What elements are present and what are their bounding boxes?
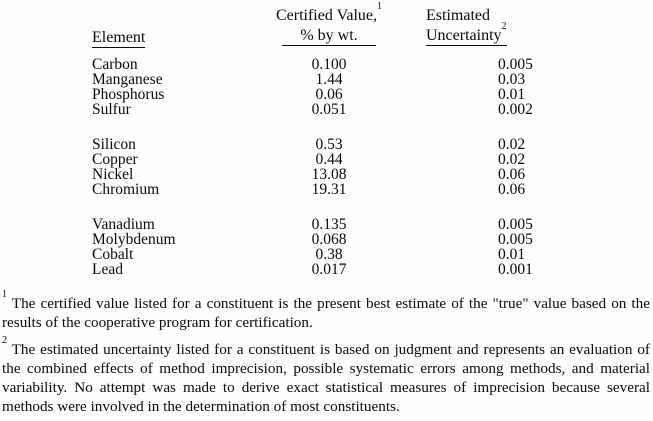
- footnote-1-marker: 1: [2, 288, 7, 300]
- footnote-1-text: The certified value listed for a constit…: [2, 295, 650, 331]
- table-header: Element Certified Value,1 % by wt. Estim…: [0, 0, 653, 48]
- table-row: Molybdenum 0.068 0.005: [0, 231, 653, 248]
- element-cell: Sulfur: [92, 101, 131, 118]
- table-row: Lead 0.017 0.001: [0, 261, 653, 278]
- uncertainty-cell: 0.002: [498, 101, 533, 118]
- certified-value-cell: 1.44: [315, 71, 343, 88]
- uncertainty-cell: 0.005: [498, 231, 533, 248]
- certified-value-cell: 0.100: [311, 56, 347, 73]
- table-row: Nickel 13.08 0.06: [0, 166, 653, 183]
- uncertainty-title: Estimated: [426, 7, 490, 24]
- uncertainty-word: Uncertainty: [426, 27, 502, 44]
- element-cell: Lead: [92, 261, 123, 278]
- certified-value-title: Certified Value,: [275, 7, 377, 24]
- table-row: Manganese 1.44 0.03: [0, 71, 653, 88]
- column-header-element: Element: [92, 6, 232, 48]
- element-cell: Copper: [92, 151, 138, 168]
- certified-value-cell: 0.135: [311, 216, 347, 233]
- element-cell: Cobalt: [92, 246, 134, 263]
- uncertainty-cell: 0.06: [498, 181, 526, 198]
- certified-value-cell: 0.017: [311, 261, 347, 278]
- element-column-label: Element: [92, 29, 146, 48]
- certified-value-cell: 13.08: [311, 166, 347, 183]
- uncertainty-cell: 0.02: [498, 136, 526, 153]
- footnote-2-text: The estimated uncertainty listed for a c…: [2, 341, 650, 415]
- certified-value-cell: 0.06: [315, 86, 343, 103]
- certified-value-cell: 19.31: [311, 181, 347, 198]
- element-cell: Chromium: [92, 181, 160, 198]
- table-row: Phosphorus 0.06 0.01: [0, 86, 653, 103]
- certified-value-subtitle: % by wt.: [282, 27, 376, 46]
- certified-value-cell: 0.068: [311, 231, 347, 248]
- table-row: Copper 0.44 0.02: [0, 151, 653, 168]
- uncertainty-cell: 0.005: [498, 216, 533, 233]
- uncertainty-footnote-ref: 2: [501, 20, 507, 32]
- element-cell: Vanadium: [92, 216, 155, 233]
- element-cell: Nickel: [92, 166, 134, 183]
- table-group-3: Vanadium 0.135 0.005 Molybdenum 0.068 0.…: [0, 216, 653, 278]
- table-row: Chromium 19.31 0.06: [0, 181, 653, 198]
- element-cell: Manganese: [92, 71, 163, 88]
- table-row: Silicon 0.53 0.02: [0, 136, 653, 153]
- certified-value-footnote-ref: 1: [377, 0, 382, 12]
- uncertainty-cell: 0.005: [498, 56, 533, 73]
- table-row: Cobalt 0.38 0.01: [0, 246, 653, 263]
- uncertainty-cell: 0.03: [498, 71, 526, 88]
- certified-value-cell: 0.051: [311, 101, 347, 118]
- table-row: Vanadium 0.135 0.005: [0, 216, 653, 233]
- footnote-2: 2 The estimated uncertainty listed for a…: [2, 335, 650, 416]
- footnote-1: 1 The certified value listed for a const…: [2, 289, 650, 332]
- element-cell: Silicon: [92, 136, 136, 153]
- certified-value-cell: 0.38: [315, 246, 343, 263]
- element-cell: Carbon: [92, 56, 138, 73]
- footnotes-section: 1 The certified value listed for a const…: [0, 289, 653, 416]
- uncertainty-cell: 0.01: [498, 86, 526, 103]
- uncertainty-cell: 0.02: [498, 151, 526, 168]
- uncertainty-cell: 0.06: [498, 166, 526, 183]
- table-row: Carbon 0.100 0.005: [0, 56, 653, 73]
- uncertainty-cell: 0.001: [498, 261, 533, 278]
- certified-value-cell: 0.53: [315, 136, 343, 153]
- table-group-1: Carbon 0.100 0.005 Manganese 1.44 0.03 P…: [0, 56, 653, 118]
- column-header-estimated-uncertainty: Estimated Uncertainty2: [426, 6, 653, 48]
- uncertainty-cell: 0.01: [498, 246, 526, 263]
- column-header-certified-value: Certified Value,1 % by wt.: [232, 1, 426, 48]
- footnote-2-marker: 2: [2, 334, 7, 346]
- element-cell: Molybdenum: [92, 231, 176, 248]
- certified-value-cell: 0.44: [315, 151, 343, 168]
- element-cell: Phosphorus: [92, 86, 165, 103]
- table-group-2: Silicon 0.53 0.02 Copper 0.44 0.02 Nicke…: [0, 136, 653, 198]
- table-row: Sulfur 0.051 0.002: [0, 101, 653, 118]
